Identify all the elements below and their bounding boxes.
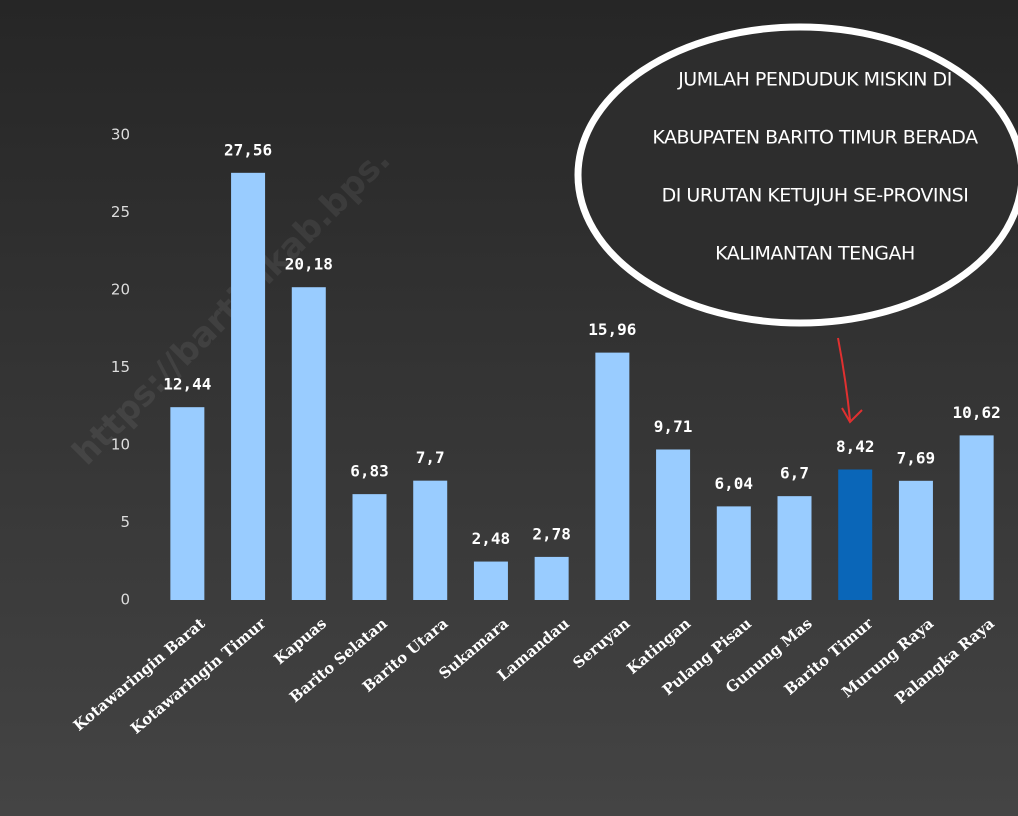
y-tick-label: 15 [111, 358, 130, 376]
value-label: 9,71 [654, 417, 693, 436]
bar [716, 506, 751, 600]
annotation-line: DI URUTAN KETUJUH SE-PROVINSI [662, 185, 969, 207]
value-label: 10,62 [953, 403, 1001, 422]
y-tick-label: 25 [111, 203, 130, 221]
value-label: 7,69 [897, 448, 936, 467]
value-label: 6,83 [350, 462, 389, 481]
value-label: 8,42 [836, 437, 875, 456]
y-tick-label: 30 [111, 126, 130, 144]
value-label: 15,96 [588, 320, 636, 339]
bar [777, 496, 812, 600]
value-label: 7,7 [416, 448, 445, 467]
y-tick-label: 0 [120, 591, 130, 609]
value-label: 27,56 [224, 140, 272, 159]
bar [291, 287, 326, 600]
annotation-line: JUMLAH PENDUDUK MISKIN DI [677, 69, 952, 91]
value-label: 6,7 [780, 464, 809, 483]
bar [473, 561, 508, 600]
y-tick-label: 10 [111, 436, 130, 454]
bar [231, 172, 266, 600]
y-tick-label: 5 [120, 513, 130, 531]
bar [656, 449, 691, 600]
value-label: 6,04 [715, 474, 754, 493]
bar [413, 480, 448, 600]
bar [898, 480, 933, 600]
value-label: 2,78 [532, 524, 571, 543]
value-label: 12,44 [163, 375, 211, 394]
annotation-line: KALIMANTAN TENGAH [715, 243, 915, 265]
bar [352, 494, 387, 600]
bar [838, 469, 873, 600]
bar [170, 407, 205, 600]
bar [595, 352, 630, 600]
y-tick-label: 20 [111, 281, 130, 299]
annotation: JUMLAH PENDUDUK MISKIN DI KABUPATEN BARIT… [652, 69, 978, 265]
annotation-line: KABUPATEN BARITO TIMUR BERADA [652, 127, 978, 149]
callout-arrow [837, 337, 863, 424]
value-label: 2,48 [472, 529, 511, 548]
bar [959, 435, 994, 600]
callout-bubble [574, 23, 1018, 327]
bar [534, 556, 569, 600]
value-label: 20,18 [285, 255, 333, 274]
